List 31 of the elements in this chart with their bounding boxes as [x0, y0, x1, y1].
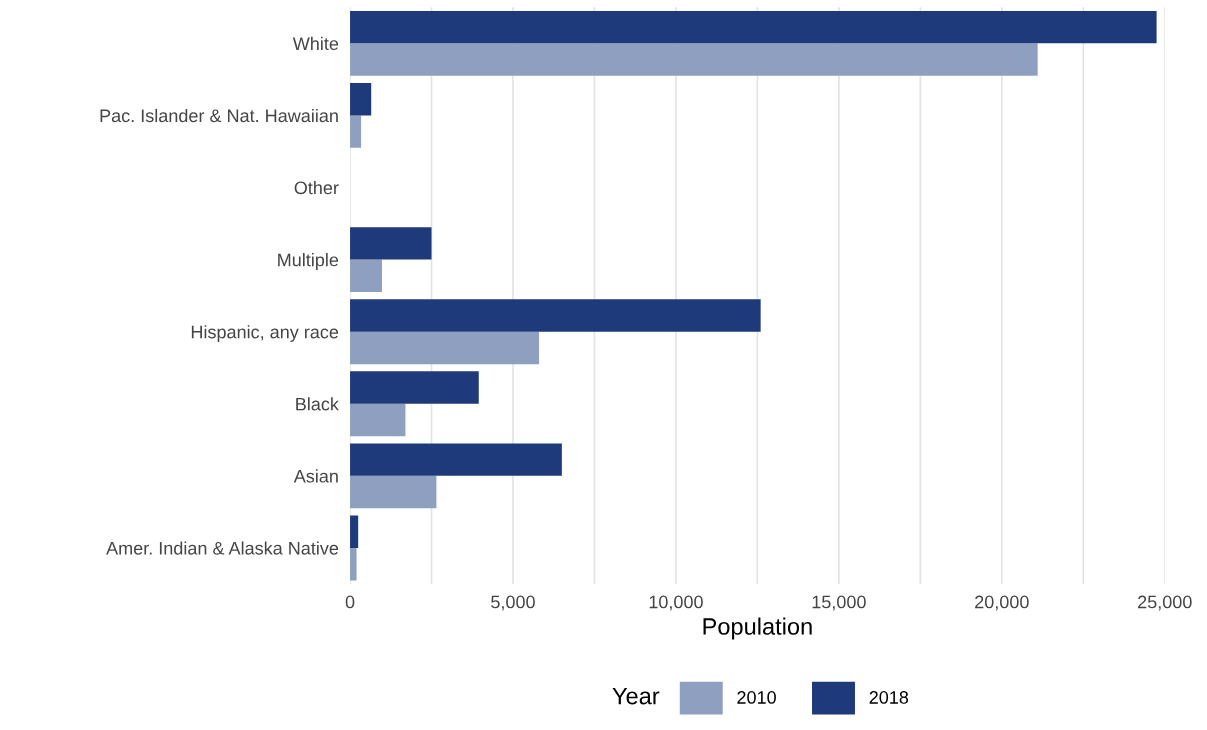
- x-tick-label: 0: [345, 595, 355, 609]
- bar: [350, 547, 357, 581]
- bar: [350, 82, 372, 116]
- bar: [350, 115, 362, 148]
- legend-title: Year: [612, 687, 660, 705]
- y-tick-label: White: [292, 36, 339, 51]
- bar: [350, 259, 382, 293]
- y-tick-label: Multiple: [278, 253, 339, 270]
- x-tick-label: 5,000: [491, 595, 535, 611]
- y-tick-label: Amer. Indian & Alaska Native: [106, 541, 339, 555]
- bar: [350, 371, 479, 404]
- bar: [350, 443, 562, 476]
- x-axis-title: Population: [703, 617, 812, 640]
- y-tick-label: Asian: [293, 469, 338, 483]
- bar: [350, 10, 1157, 44]
- bar: [350, 43, 1038, 76]
- bar: [350, 475, 437, 509]
- x-tick-label: 20,000: [975, 595, 1029, 611]
- legend-label: 2010: [737, 691, 776, 704]
- y-tick-label: Other: [294, 180, 339, 195]
- bar: [350, 331, 540, 365]
- bar: [350, 227, 432, 260]
- legend-label: 2018: [869, 691, 909, 704]
- bar: [350, 299, 761, 332]
- y-tick-label: Hispanic, any race: [191, 325, 339, 342]
- y-tick-label: Pac. Islander & Nat. Hawaiian: [100, 108, 338, 123]
- bar: [350, 403, 406, 437]
- x-tick-label: 25,000: [1138, 595, 1192, 611]
- y-tick-label: Black: [296, 397, 339, 411]
- x-tick-label: 10,000: [649, 595, 703, 611]
- x-tick-label: 15,000: [812, 595, 866, 611]
